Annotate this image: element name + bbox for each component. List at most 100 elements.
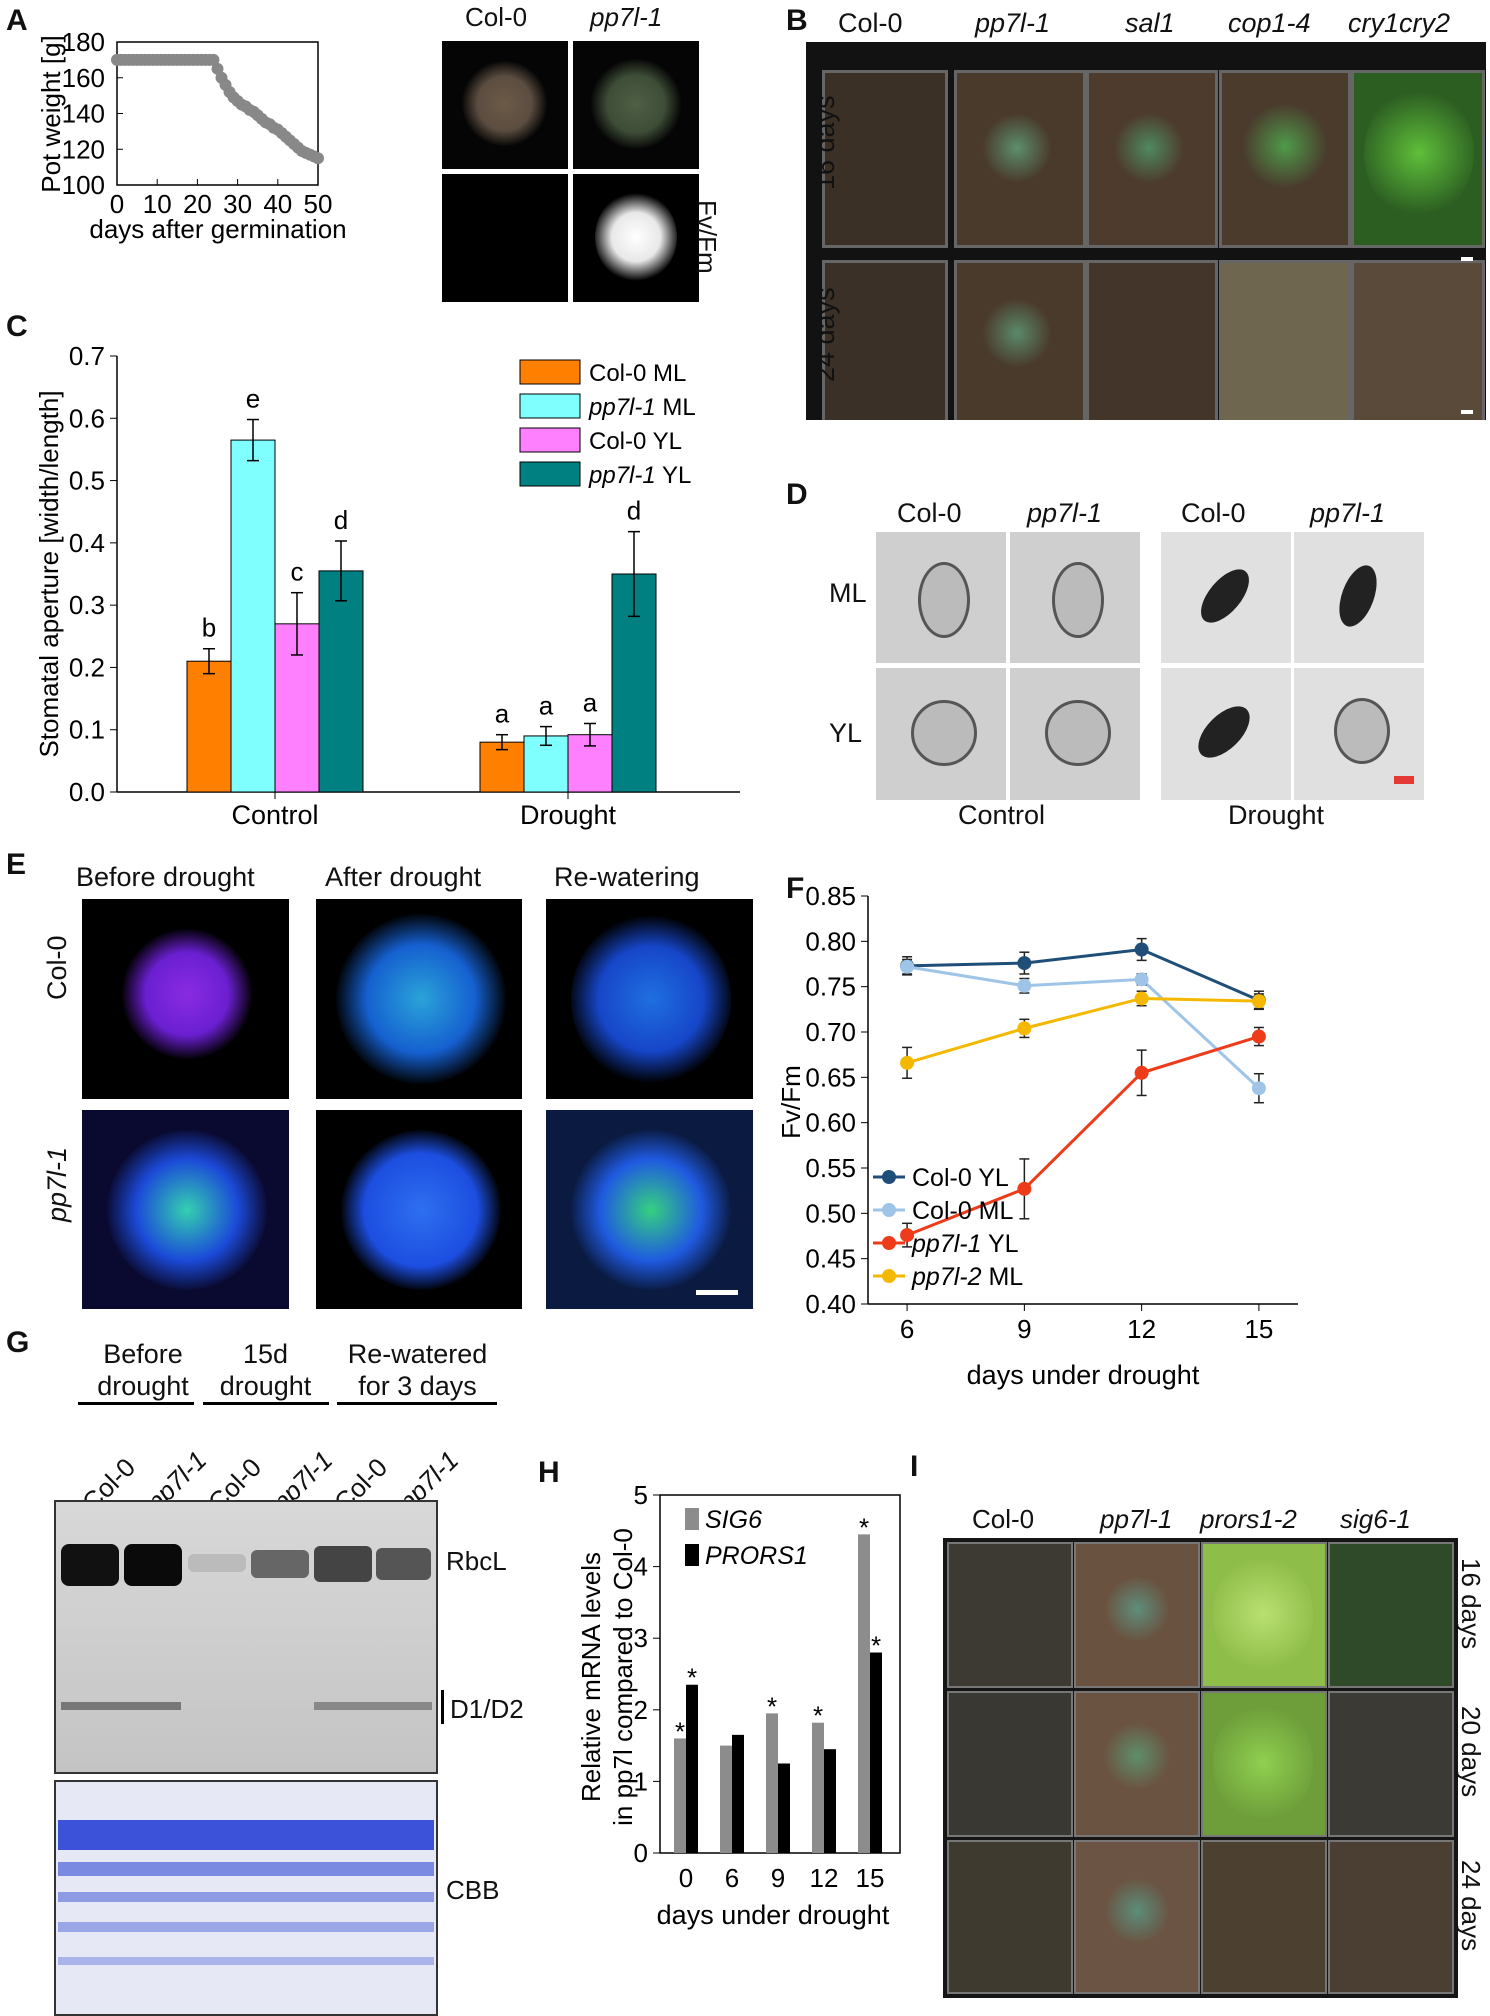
i-header-1: pp7l-1 xyxy=(1100,1504,1173,1534)
d-row-yl: YL xyxy=(829,718,863,748)
b-header-4: cry1cry2 xyxy=(1348,8,1451,38)
b-row-label-0: 16 days xyxy=(810,95,840,190)
i-header-0: Col-0 xyxy=(972,1504,1035,1534)
e-header-1: After drought xyxy=(325,862,482,892)
f-xlabel: days under drought xyxy=(967,1360,1200,1390)
c-ytick-label: 0.1 xyxy=(69,715,105,745)
c-significance-letter: b xyxy=(202,613,216,643)
f-xtick-label: 15 xyxy=(1244,1314,1273,1344)
a-xtick-label: 10 xyxy=(143,189,172,219)
a-ytick-label: 120 xyxy=(62,134,105,164)
b-header-1: pp7l-1 xyxy=(975,8,1051,38)
f-legend-marker xyxy=(882,1269,896,1283)
f-ytick-label: 0.60 xyxy=(805,1108,856,1138)
g-group-15d: 15d drought xyxy=(219,1339,312,1401)
b-pot xyxy=(1086,70,1218,248)
f-legend-label: pp7l-2 ML xyxy=(911,1263,1023,1291)
f-xtick-label: 12 xyxy=(1127,1314,1156,1344)
i-row-label-1: 20 days xyxy=(1456,1706,1486,1798)
i-header-3: sig6-1 xyxy=(1340,1504,1411,1534)
e-col0-after-image xyxy=(316,899,522,1099)
a-ytick-label: 160 xyxy=(62,63,105,93)
h-bar xyxy=(824,1749,836,1853)
a-xtick-label: 20 xyxy=(183,189,212,219)
i-plant-tray-photo xyxy=(943,1538,1458,1998)
a-pp7l1-fvfm-image xyxy=(573,174,699,302)
f-legend-label: Col-0 YL xyxy=(912,1164,1009,1192)
d-header-2: Col-0 xyxy=(1181,498,1246,528)
h-bar xyxy=(858,1534,870,1853)
e-col0-rewater-image xyxy=(546,899,753,1099)
f-data-point xyxy=(1017,978,1032,993)
f-data-point xyxy=(1134,942,1149,957)
c-bar xyxy=(318,570,364,793)
h-legend-swatch xyxy=(685,1544,699,1566)
a-ytick-label: 140 xyxy=(62,99,105,129)
f-data-point xyxy=(1251,1029,1266,1044)
f-ytick-label: 0.65 xyxy=(805,1062,856,1092)
g-western-blot xyxy=(54,1500,438,1774)
panel-label-b: B xyxy=(786,4,808,37)
b-pot xyxy=(1351,260,1485,420)
a-col0-fvfm-image xyxy=(442,174,568,302)
h-significance-star: * xyxy=(687,1663,697,1693)
d-stomata-image xyxy=(1010,668,1140,800)
g-band-d1d2: D1/D2 xyxy=(450,1694,524,1724)
h-ytick-label: 0 xyxy=(634,1838,648,1868)
c-ytick-label: 0.3 xyxy=(69,590,105,620)
b-pot xyxy=(822,70,948,248)
g-group-line xyxy=(337,1402,497,1405)
e-row-label-0: Col-0 xyxy=(42,935,72,1000)
f-ytick-label: 0.70 xyxy=(805,1017,856,1047)
h-bar xyxy=(870,1652,882,1853)
e-scale-bar xyxy=(696,1290,738,1295)
f-data-point xyxy=(1251,994,1266,1009)
a-xtick-label: 30 xyxy=(223,189,252,219)
h-bar xyxy=(732,1734,744,1853)
panel-label-e: E xyxy=(6,848,27,881)
b-header-3: cop1-4 xyxy=(1228,8,1311,38)
h-ytick-label: 3 xyxy=(634,1623,648,1653)
f-series-line xyxy=(906,996,1259,1065)
b-pot xyxy=(954,260,1086,420)
d-header-1: pp7l-1 xyxy=(1027,498,1103,528)
b-header-2: sal1 xyxy=(1125,8,1175,38)
c-bar xyxy=(186,660,232,793)
c-legend-label: pp7l-1 YL xyxy=(588,462,691,489)
chart-f: 0.40 0.45 0.50 0.55 0.60 0.65 0.70 0.75 0.80 0.85… xyxy=(776,881,1298,1390)
a-data-point xyxy=(207,53,220,66)
a-data-point xyxy=(211,62,224,75)
panel-label-h: H xyxy=(538,1456,560,1489)
g-band-cbb: CBB xyxy=(446,1875,500,1905)
b-pot xyxy=(1219,260,1351,420)
h-ytick-label: 5 xyxy=(634,1480,648,1510)
h-bar xyxy=(686,1684,698,1853)
h-legend-label: SIG6 xyxy=(705,1506,762,1534)
f-legend-label: Col-0 ML xyxy=(912,1197,1014,1225)
b-pot xyxy=(1219,70,1351,248)
c-legend-label: Col-0 ML xyxy=(589,360,686,387)
h-bar xyxy=(778,1763,790,1853)
c-category-label: Control xyxy=(231,800,318,830)
i-row-label-2: 24 days xyxy=(1456,1860,1486,1952)
a-xtick-label: 50 xyxy=(304,189,333,219)
h-significance-star: * xyxy=(767,1691,777,1721)
a-pp7l1-rosette-photo xyxy=(573,41,699,169)
e-header-2: Re-watering xyxy=(554,862,700,892)
h-xtick-label: 0 xyxy=(679,1863,693,1893)
f-data-point xyxy=(1134,1065,1149,1080)
h-xtick-label: 15 xyxy=(856,1863,885,1893)
i-row-label-0: 16 days xyxy=(1456,1558,1486,1650)
f-data-point xyxy=(900,959,915,974)
a-xlabel: days after germination xyxy=(89,214,346,244)
e-pp7l1-before-image xyxy=(82,1110,289,1309)
d-group-control: Control xyxy=(958,800,1046,830)
h-ytick-label: 2 xyxy=(634,1695,648,1725)
c-legend-swatch xyxy=(519,461,581,487)
h-xtick-label: 9 xyxy=(771,1863,785,1893)
b-pot xyxy=(954,70,1086,248)
c-significance-letter: a xyxy=(495,699,510,729)
d-stomata-image xyxy=(876,668,1006,800)
f-legend-label: pp7l-1 YL xyxy=(911,1230,1019,1258)
a-xtick-label: 0 xyxy=(110,189,124,219)
